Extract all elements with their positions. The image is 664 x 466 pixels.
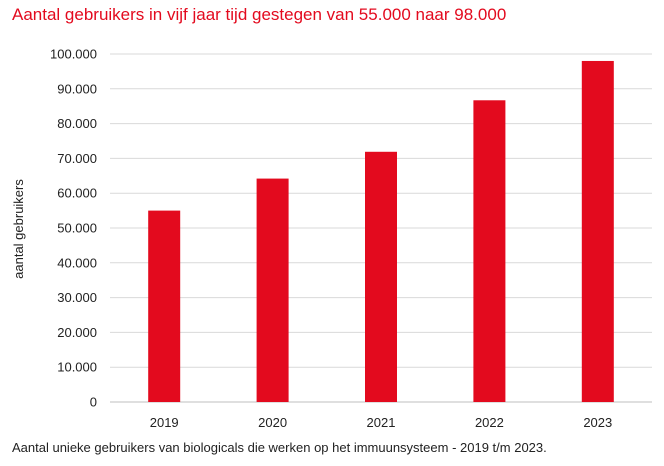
bar-2020 — [256, 178, 289, 402]
bar-2023 — [581, 60, 614, 403]
x-axis-ticks: 2019 2020 2021 2022 2023 — [150, 415, 613, 430]
x-tick-label-2019: 2019 — [150, 415, 179, 430]
y-tick-label: 40.000 — [57, 255, 97, 270]
x-tick-label-2023: 2023 — [583, 415, 612, 430]
y-axis-ticks: 0 10.000 20.000 30.000 40.000 50.000 60.000 70.… — [50, 47, 97, 410]
y-tick-label: 100.000 — [50, 47, 97, 62]
x-tick-label-2021: 2021 — [367, 415, 396, 430]
x-tick-label-2020: 2020 — [258, 415, 287, 430]
bar-2019 — [148, 210, 181, 402]
y-tick-label: 60.000 — [57, 186, 97, 201]
chart-caption: Aantal unieke gebruikers van biologicals… — [12, 440, 547, 455]
bars — [148, 60, 614, 403]
y-tick-label: 80.000 — [57, 116, 97, 131]
y-tick-label: 90.000 — [57, 81, 97, 96]
y-tick-label: 10.000 — [57, 360, 97, 375]
y-tick-label: 70.000 — [57, 151, 97, 166]
bar-2021 — [365, 151, 397, 402]
y-tick-label: 0 — [90, 395, 97, 410]
y-axis-label: aantal gebruikers — [11, 179, 26, 279]
y-tick-label: 50.000 — [57, 221, 97, 236]
y-tick-label: 30.000 — [57, 290, 97, 305]
chart-title: Aantal gebruikers in vijf jaar tijd gest… — [12, 5, 507, 24]
x-tick-label-2022: 2022 — [475, 415, 504, 430]
bar-2022 — [473, 100, 506, 402]
y-tick-label: 20.000 — [57, 325, 97, 340]
